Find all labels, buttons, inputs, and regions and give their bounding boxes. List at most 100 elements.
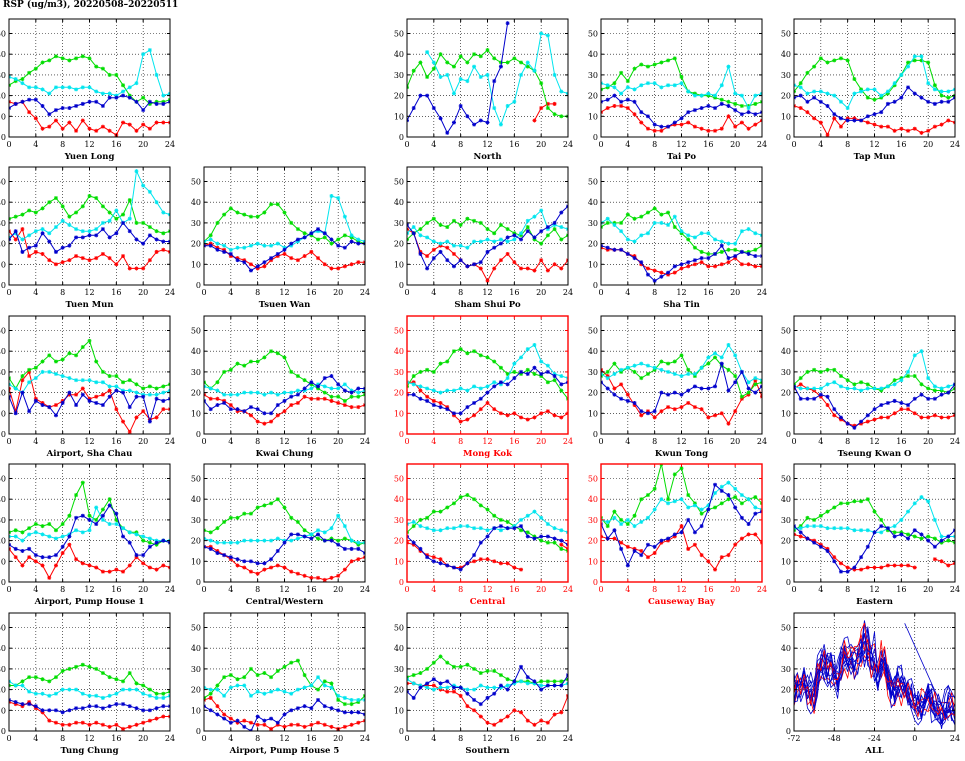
data-point [60,522,65,527]
data-point [53,108,58,113]
data-point [838,56,843,61]
data-point [805,524,810,529]
data-point [818,542,823,547]
data-point [492,685,497,690]
data-point [121,687,126,692]
data-point [812,386,817,391]
data-point [107,374,112,379]
y-tick-label: 40 [588,50,598,59]
data-point [692,262,697,267]
data-point [926,396,931,401]
data-point [53,413,58,418]
data-point [47,258,52,263]
data-point [659,124,664,129]
data-point [926,81,931,86]
data-point [60,204,65,209]
data-point [545,540,550,545]
y-tick-label: 20 [0,240,6,249]
data-point [652,544,657,549]
data-point [20,237,25,242]
data-point [552,536,557,541]
y-tick-label: 20 [0,537,6,546]
series-line-red [534,103,555,121]
data-point [228,254,233,259]
data-point [739,229,744,234]
grid [9,19,170,137]
y-tick-label: 10 [781,409,791,418]
data-point [342,536,347,541]
data-point [838,569,843,574]
data-point [485,48,490,53]
data-point [222,400,227,405]
data-point [127,93,132,98]
data-point [458,685,463,690]
data-point [919,54,924,59]
data-point [349,538,354,543]
data-point [639,519,644,524]
data-point [349,235,354,240]
data-point [445,407,450,412]
data-point [713,505,718,510]
data-point [818,394,823,399]
data-point [639,110,644,115]
plot-area [9,480,170,580]
data-point [539,538,544,543]
data-point [418,388,423,393]
x-tick-label: 24 [165,437,175,446]
data-point [852,382,857,387]
data-point [885,415,890,420]
panel-tung-chung: 0481216202401020304050Tung Chung [0,612,175,756]
data-point [472,697,477,702]
data-point [445,405,450,410]
data-point [892,530,897,535]
data-point [349,390,354,395]
data-point [512,708,517,713]
data-point [215,403,220,408]
data-point [845,386,850,391]
x-tick-label: 12 [676,585,686,594]
data-point [33,85,38,90]
data-point [60,106,65,111]
data-point [932,87,937,92]
data-point [892,81,897,86]
data-point [262,722,267,727]
data-point [53,371,58,376]
data-point [342,524,347,529]
data-point [498,561,503,566]
data-point [645,81,650,86]
y-tick-label: 10 [394,706,404,715]
plot-area [407,654,568,727]
data-point [100,671,105,676]
data-point [818,386,823,391]
y-tick-label: 20 [191,537,201,546]
data-point [302,394,307,399]
data-point [552,413,557,418]
data-point [625,106,630,111]
data-point [699,365,704,370]
data-point [329,374,334,379]
data-point [47,112,52,117]
data-point [248,666,253,671]
data-point [425,553,430,558]
data-point [411,374,416,379]
data-point [127,95,132,100]
data-point [127,704,132,709]
data-point [478,714,483,719]
panel-name: Southern [465,746,509,756]
x-tick-label: 20 [730,437,740,446]
data-point [87,528,92,533]
data-point [659,409,664,414]
data-point [134,553,139,558]
data-point [80,345,85,350]
data-point [872,509,877,514]
data-point [679,392,684,397]
data-point [269,726,274,731]
data-point [686,388,691,393]
data-point [336,237,341,242]
data-point [726,367,731,372]
data-point [141,691,146,696]
x-tick-label: 4 [33,734,38,743]
data-point [939,93,944,98]
y-tick-label: 10 [0,557,6,566]
